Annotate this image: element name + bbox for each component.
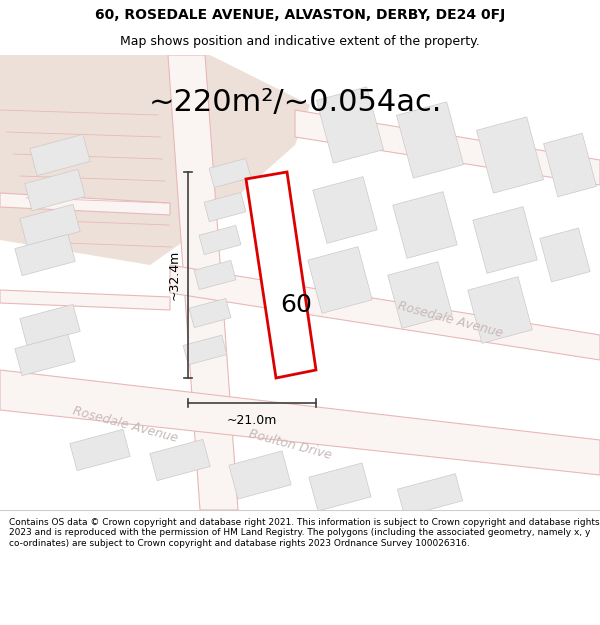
Polygon shape [204, 192, 246, 222]
Polygon shape [15, 234, 75, 276]
Polygon shape [246, 172, 316, 378]
Polygon shape [183, 335, 227, 365]
Polygon shape [397, 474, 463, 516]
Polygon shape [0, 193, 170, 215]
Text: Rosedale Avenue: Rosedale Avenue [396, 300, 504, 340]
Polygon shape [0, 370, 600, 475]
Polygon shape [0, 290, 170, 310]
Text: ~32.4m: ~32.4m [167, 250, 181, 300]
Polygon shape [199, 226, 241, 254]
Polygon shape [229, 451, 291, 499]
Text: ~21.0m: ~21.0m [227, 414, 277, 426]
Polygon shape [20, 204, 80, 246]
Text: ~220m²/~0.054ac.: ~220m²/~0.054ac. [148, 89, 442, 118]
Polygon shape [540, 228, 590, 282]
Polygon shape [468, 277, 532, 343]
Polygon shape [150, 439, 210, 481]
Text: 60, ROSEDALE AVENUE, ALVASTON, DERBY, DE24 0FJ: 60, ROSEDALE AVENUE, ALVASTON, DERBY, DE… [95, 8, 505, 22]
Polygon shape [473, 207, 537, 273]
Polygon shape [70, 429, 130, 471]
Text: 60: 60 [280, 293, 312, 317]
Polygon shape [168, 55, 238, 510]
Polygon shape [308, 247, 372, 313]
Text: Map shows position and indicative extent of the property.: Map shows position and indicative extent… [120, 35, 480, 48]
Polygon shape [194, 261, 236, 289]
Polygon shape [397, 102, 464, 178]
Text: Boulton Drive: Boulton Drive [247, 428, 333, 462]
Polygon shape [189, 298, 231, 328]
Polygon shape [476, 117, 544, 193]
Polygon shape [393, 192, 457, 258]
Polygon shape [20, 304, 80, 346]
Polygon shape [209, 158, 251, 188]
Polygon shape [544, 133, 596, 197]
Polygon shape [0, 55, 310, 265]
Polygon shape [313, 177, 377, 243]
Polygon shape [316, 87, 383, 163]
Polygon shape [309, 463, 371, 511]
Polygon shape [295, 110, 600, 185]
Polygon shape [25, 169, 85, 211]
Text: Rosedale Avenue: Rosedale Avenue [71, 405, 179, 445]
Text: Contains OS data © Crown copyright and database right 2021. This information is : Contains OS data © Crown copyright and d… [9, 518, 599, 548]
Polygon shape [388, 262, 452, 328]
Polygon shape [15, 334, 75, 376]
Polygon shape [170, 265, 600, 360]
Polygon shape [30, 134, 90, 176]
